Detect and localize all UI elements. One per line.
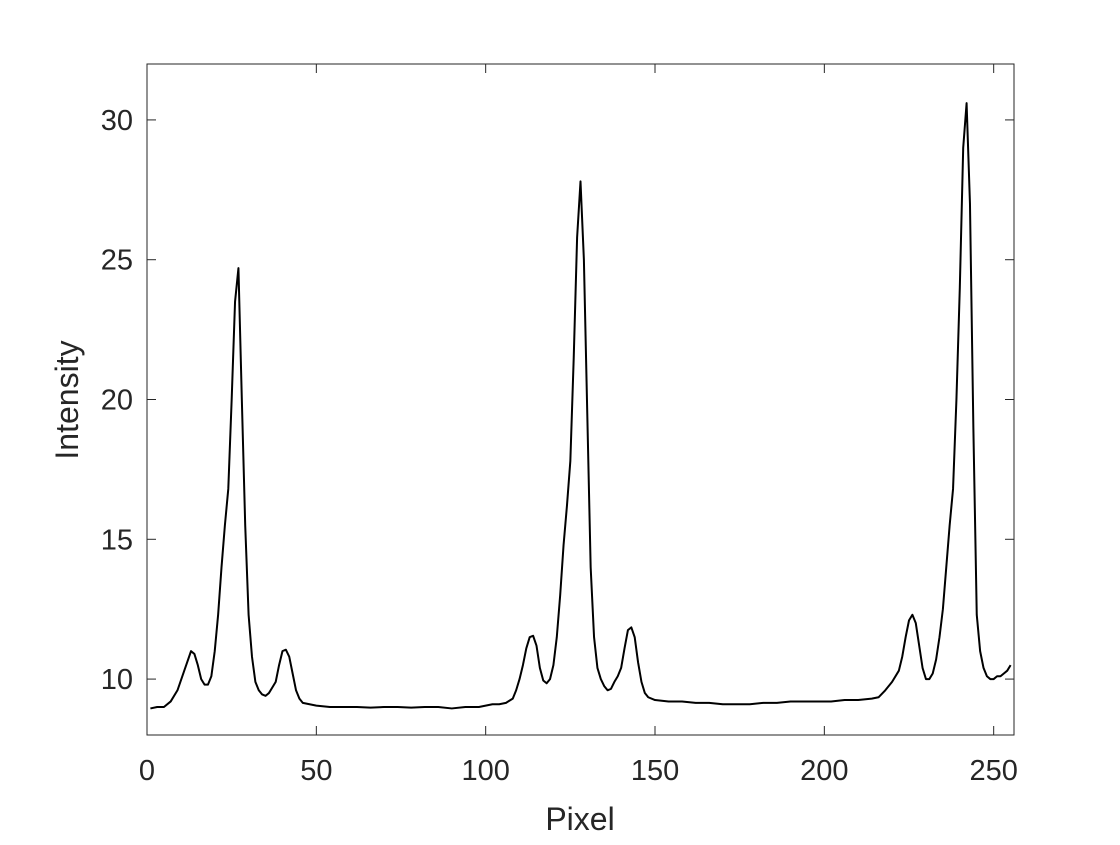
- data-line: [150, 102, 1012, 710]
- x-tick-label: 0: [139, 755, 155, 787]
- x-tick-label: 50: [300, 755, 332, 787]
- x-tick-label: 150: [631, 755, 679, 787]
- x-tick-label: 250: [969, 755, 1017, 787]
- y-tick-label: 30: [101, 105, 133, 137]
- y-tick-label: 10: [101, 664, 133, 696]
- x-axis-label: Pixel: [545, 801, 614, 837]
- x-tick-label: 200: [800, 755, 848, 787]
- y-axis-label: Intensity: [49, 340, 85, 459]
- y-tick-label: 25: [101, 245, 133, 277]
- x-tick-label: 100: [461, 755, 509, 787]
- y-tick-label: 20: [101, 385, 133, 417]
- y-tick-label: 15: [101, 524, 133, 556]
